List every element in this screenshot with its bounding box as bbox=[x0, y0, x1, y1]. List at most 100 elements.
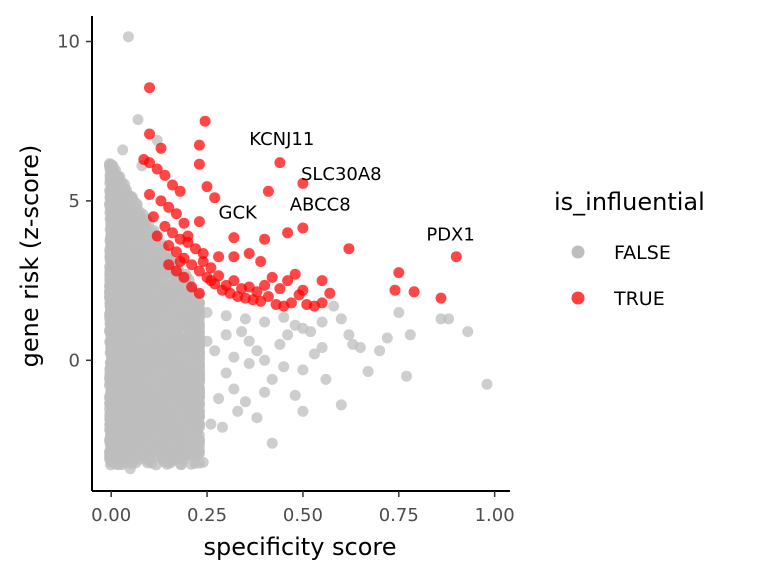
point-true bbox=[163, 240, 175, 251]
point-false bbox=[239, 396, 251, 408]
point-true bbox=[262, 291, 274, 302]
point-true bbox=[197, 256, 209, 267]
point-true bbox=[209, 192, 221, 204]
cloud-point bbox=[138, 311, 150, 323]
cloud-point bbox=[166, 296, 178, 308]
point-false bbox=[170, 412, 182, 424]
cloud-point bbox=[163, 361, 175, 373]
point-false bbox=[362, 366, 374, 377]
cloud-point bbox=[161, 342, 173, 354]
point-true bbox=[262, 185, 274, 197]
point-true bbox=[259, 279, 271, 291]
cloud-point bbox=[171, 352, 183, 364]
cloud-point bbox=[104, 433, 116, 445]
cloud-point bbox=[118, 357, 129, 369]
point-true bbox=[228, 232, 240, 244]
cloud-point bbox=[122, 239, 133, 251]
point-true bbox=[151, 230, 163, 242]
point-true bbox=[163, 259, 175, 271]
cloud-point bbox=[107, 413, 119, 425]
point-false bbox=[297, 364, 309, 376]
point-false bbox=[117, 144, 129, 156]
point-false bbox=[435, 313, 447, 325]
cloud-point bbox=[140, 277, 152, 289]
point-false bbox=[354, 342, 366, 353]
point-false bbox=[462, 326, 474, 338]
point-false bbox=[278, 361, 290, 373]
point-true bbox=[178, 271, 190, 283]
point-false bbox=[178, 338, 190, 350]
point-true bbox=[297, 222, 309, 234]
cloud-point bbox=[125, 405, 137, 417]
point-true bbox=[174, 185, 186, 197]
cloud-point bbox=[126, 440, 138, 452]
point-false bbox=[308, 348, 320, 360]
point-true bbox=[289, 268, 301, 280]
series-false bbox=[117, 31, 493, 475]
cloud-point bbox=[121, 256, 133, 268]
point-true bbox=[186, 281, 198, 293]
point-false bbox=[216, 421, 228, 433]
point-true bbox=[159, 220, 171, 232]
point-true bbox=[213, 251, 225, 263]
point-true bbox=[205, 262, 217, 274]
point-false bbox=[393, 307, 405, 318]
point-false bbox=[243, 358, 255, 369]
cloud-point bbox=[130, 418, 142, 430]
cloud-point bbox=[116, 177, 128, 188]
point-true bbox=[155, 195, 167, 207]
y-tick-label: 10 bbox=[57, 32, 80, 53]
point-true bbox=[450, 251, 462, 263]
cloud-point bbox=[156, 323, 168, 335]
point-false bbox=[401, 370, 412, 382]
point-true bbox=[199, 115, 211, 127]
point-false bbox=[481, 378, 493, 390]
point-false bbox=[232, 405, 244, 417]
point-true bbox=[274, 283, 286, 295]
point-false bbox=[186, 415, 198, 427]
cloud-point bbox=[106, 210, 118, 222]
cloud-point bbox=[157, 384, 169, 396]
cloud-point bbox=[129, 387, 141, 399]
point-false bbox=[335, 313, 347, 325]
point-true bbox=[297, 284, 309, 296]
cloud-point bbox=[109, 312, 121, 324]
point-true bbox=[170, 208, 182, 220]
point-false bbox=[274, 338, 286, 350]
cloud-point bbox=[135, 361, 147, 373]
point-false bbox=[209, 345, 221, 357]
y-axis-title: gene risk (z-score) bbox=[16, 145, 44, 368]
cloud-point bbox=[111, 458, 122, 470]
point-true bbox=[259, 233, 271, 245]
point-true bbox=[255, 256, 267, 267]
cloud-point bbox=[118, 284, 130, 296]
point-false bbox=[124, 463, 136, 475]
point-true bbox=[205, 275, 217, 287]
point-true bbox=[174, 256, 186, 267]
point-false bbox=[289, 389, 301, 401]
point-true bbox=[435, 292, 447, 304]
cloud-point bbox=[167, 325, 179, 337]
point-false bbox=[305, 326, 317, 338]
point-false bbox=[197, 456, 209, 468]
point-true bbox=[170, 246, 182, 258]
point-false bbox=[155, 450, 167, 462]
point-false bbox=[182, 402, 194, 414]
point-false bbox=[243, 335, 255, 347]
point-false bbox=[205, 418, 217, 430]
cloud-point bbox=[190, 302, 202, 313]
cloud-point bbox=[105, 218, 117, 230]
cloud-point bbox=[108, 253, 120, 265]
legend-title: is_influential bbox=[554, 188, 705, 216]
point-true bbox=[297, 177, 309, 189]
cloud-point bbox=[191, 312, 203, 324]
cloud-point bbox=[125, 322, 137, 334]
point-false bbox=[266, 437, 278, 449]
cloud-point bbox=[106, 447, 118, 459]
point-false bbox=[213, 393, 225, 405]
point-false bbox=[259, 386, 271, 398]
cloud-point bbox=[128, 221, 140, 233]
legend-key-false bbox=[571, 245, 585, 259]
point-true bbox=[170, 265, 182, 277]
